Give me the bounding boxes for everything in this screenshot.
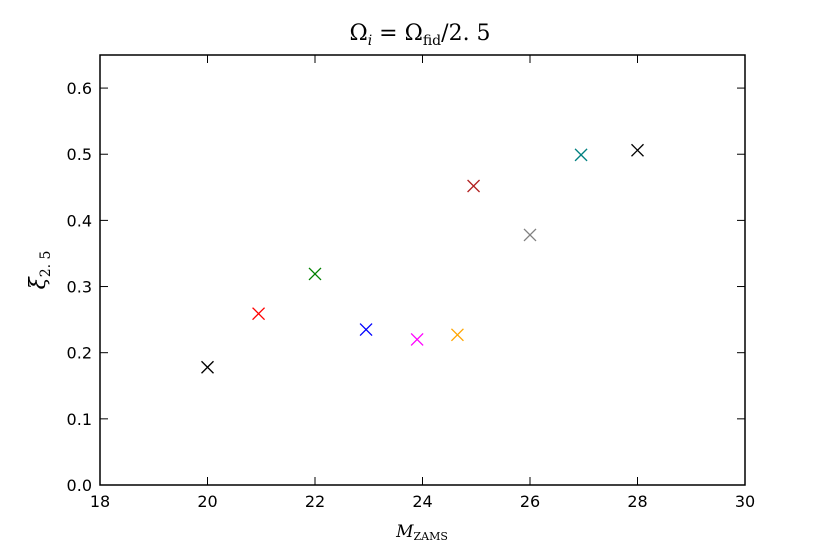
x-tick-label: 18 xyxy=(90,492,110,511)
plot-area xyxy=(99,54,746,486)
y-axis-ticks: 0.0 0.1 0.2 0.3 0.4 0.5 0.6 xyxy=(67,79,745,495)
y-tick-label: 0.3 xyxy=(67,278,92,297)
ylabel-main: ξ xyxy=(26,275,51,289)
x-axis-label: MZAMS xyxy=(395,522,448,543)
x-tick-label: 24 xyxy=(412,492,432,511)
data-point xyxy=(359,323,373,336)
title-eq: = Ω xyxy=(372,21,423,46)
xlabel-sub: ZAMS xyxy=(414,530,448,543)
x-axis-ticks: 18 20 22 24 26 28 30 xyxy=(90,55,755,511)
ylabel-sub: 2. 5 xyxy=(38,251,54,278)
data-point xyxy=(450,328,464,342)
y-tick-label: 0.4 xyxy=(67,211,92,230)
data-point xyxy=(467,179,481,193)
data-point xyxy=(523,228,537,242)
y-tick-label: 0.5 xyxy=(67,145,92,164)
title-sub-i: i xyxy=(368,33,372,49)
data-point xyxy=(574,148,588,162)
title-sub-fid: fid xyxy=(423,33,441,49)
xlabel-main: M xyxy=(395,522,414,542)
x-tick-label: 26 xyxy=(520,492,540,511)
chart-title: Ωi = Ωfid/2. 5 xyxy=(349,21,490,49)
data-point xyxy=(631,143,644,157)
x-tick-label: 20 xyxy=(197,492,217,511)
x-tick-label: 28 xyxy=(627,492,647,511)
y-tick-label: 0.0 xyxy=(67,476,92,495)
x-tick-label: 30 xyxy=(735,492,755,511)
y-tick-label: 0.6 xyxy=(67,79,92,98)
data-point xyxy=(308,267,322,281)
data-point xyxy=(201,360,214,374)
y-tick-label: 0.1 xyxy=(67,410,92,429)
x-tick-label: 22 xyxy=(305,492,325,511)
y-tick-label: 0.2 xyxy=(67,344,92,363)
data-point xyxy=(252,307,266,321)
title-tail: /2. 5 xyxy=(441,21,490,46)
data-point xyxy=(410,333,424,346)
y-axis-label: ξ2. 5 xyxy=(26,251,54,290)
data-points xyxy=(201,143,644,374)
title-omega: Ω xyxy=(349,21,367,46)
